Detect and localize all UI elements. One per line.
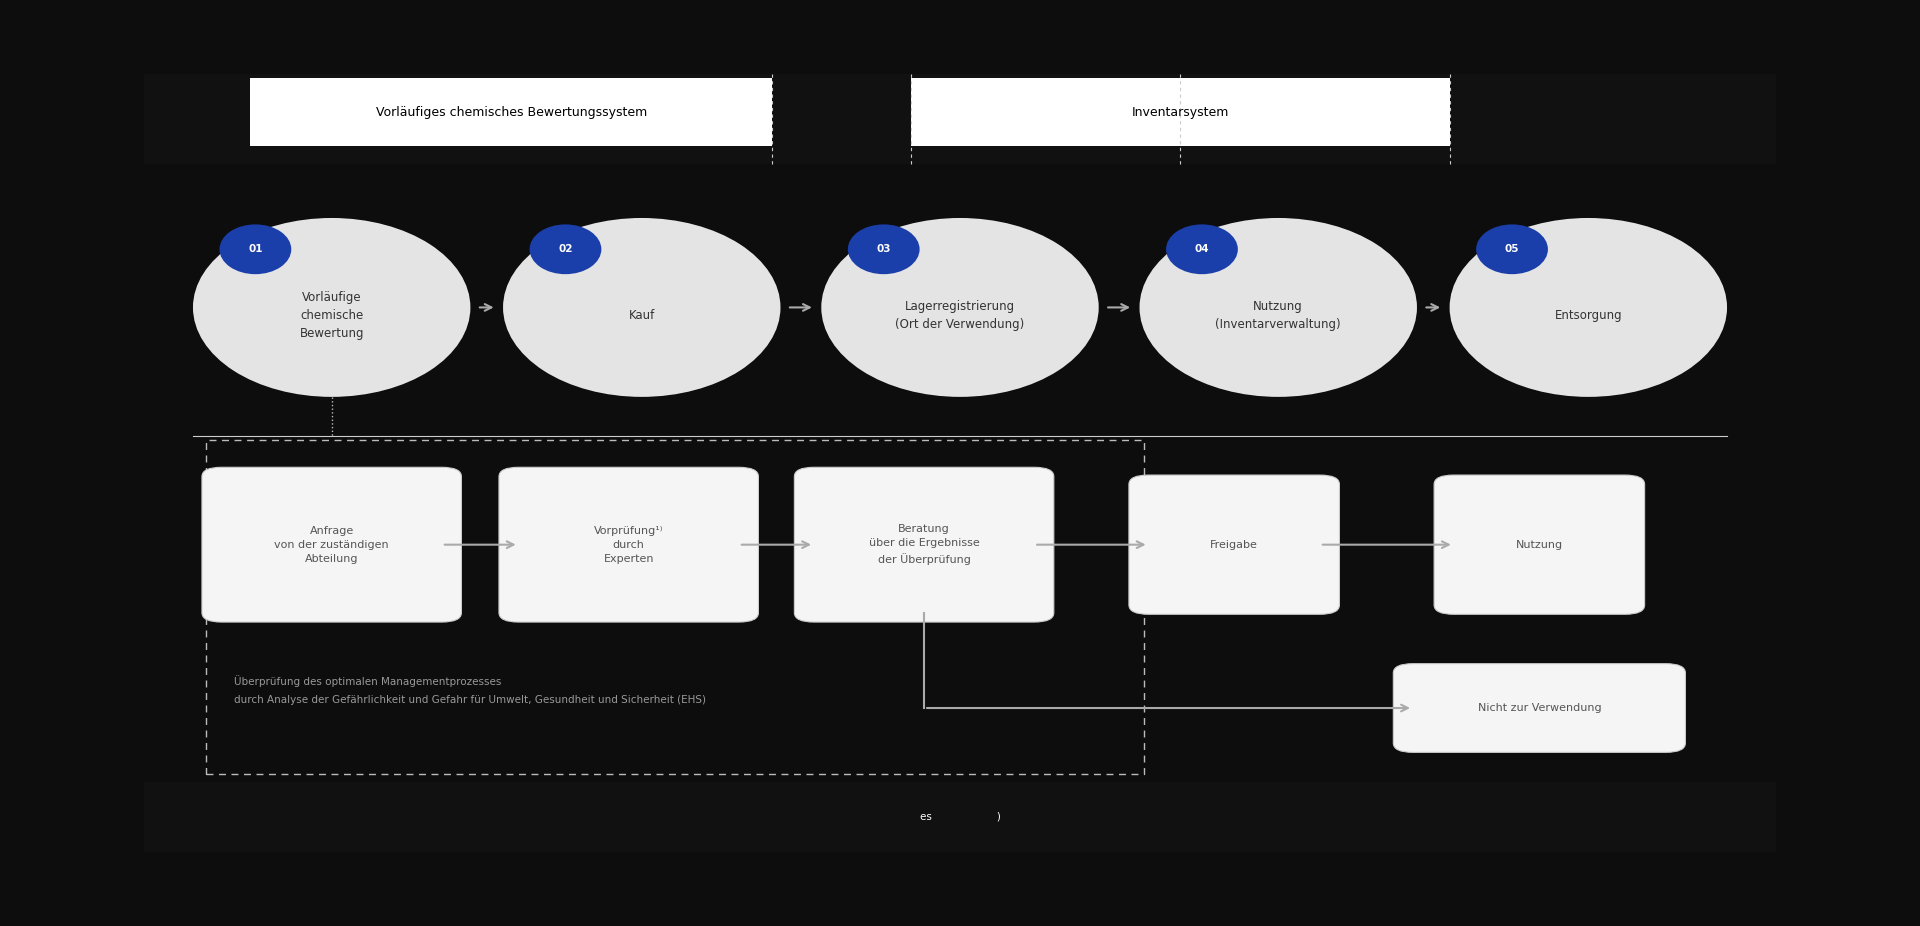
Ellipse shape — [192, 218, 470, 397]
Text: Lagerregistrierung
(Ort der Verwendung): Lagerregistrierung (Ort der Verwendung) — [895, 300, 1025, 331]
Text: 01: 01 — [248, 244, 263, 255]
Ellipse shape — [1165, 224, 1238, 274]
Text: durch Analyse der Gefährlichkeit und Gefahr für Umwelt, Gesundheit und Sicherhei: durch Analyse der Gefährlichkeit und Gef… — [234, 695, 707, 706]
Text: Nutzung
(Inventarverwaltung): Nutzung (Inventarverwaltung) — [1215, 300, 1340, 331]
Text: Kauf: Kauf — [628, 308, 655, 321]
FancyBboxPatch shape — [1129, 475, 1340, 614]
Text: Anfrage
von der zuständigen
Abteilung: Anfrage von der zuständigen Abteilung — [275, 526, 390, 564]
Text: Freigabe: Freigabe — [1210, 540, 1258, 550]
Text: 04: 04 — [1194, 244, 1210, 255]
FancyBboxPatch shape — [202, 468, 461, 622]
Ellipse shape — [503, 218, 780, 397]
Text: Überprüfung des optimalen Managementprozesses: Überprüfung des optimalen Managementproz… — [234, 675, 501, 687]
FancyBboxPatch shape — [144, 782, 1776, 852]
Ellipse shape — [1450, 218, 1728, 397]
Ellipse shape — [1140, 218, 1417, 397]
Ellipse shape — [849, 224, 920, 274]
Text: Vorläufige
chemische
Bewertung: Vorläufige chemische Bewertung — [300, 291, 365, 340]
FancyBboxPatch shape — [1394, 664, 1686, 752]
Text: Vorprüfung¹⁾
durch
Experten: Vorprüfung¹⁾ durch Experten — [593, 526, 664, 564]
Text: Entsorgung: Entsorgung — [1555, 308, 1622, 321]
FancyBboxPatch shape — [499, 468, 758, 622]
Ellipse shape — [530, 224, 601, 274]
Text: 02: 02 — [559, 244, 572, 255]
FancyBboxPatch shape — [910, 78, 1450, 146]
Text: Vorläufiges chemisches Bewertungssystem: Vorläufiges chemisches Bewertungssystem — [376, 106, 647, 119]
FancyBboxPatch shape — [795, 468, 1054, 622]
Text: Inventarsystem: Inventarsystem — [1131, 106, 1229, 119]
FancyBboxPatch shape — [250, 78, 772, 146]
Text: es                    ): es ) — [920, 812, 1000, 822]
Ellipse shape — [822, 218, 1098, 397]
Text: Nutzung: Nutzung — [1515, 540, 1563, 550]
FancyBboxPatch shape — [1434, 475, 1645, 614]
Ellipse shape — [1476, 224, 1548, 274]
Text: Beratung
über die Ergebnisse
der Überprüfung: Beratung über die Ergebnisse der Überprü… — [868, 524, 979, 565]
Text: 05: 05 — [1505, 244, 1519, 255]
FancyBboxPatch shape — [144, 74, 1776, 164]
Ellipse shape — [219, 224, 292, 274]
Text: Nicht zur Verwendung: Nicht zur Verwendung — [1478, 703, 1601, 713]
Text: 03: 03 — [876, 244, 891, 255]
